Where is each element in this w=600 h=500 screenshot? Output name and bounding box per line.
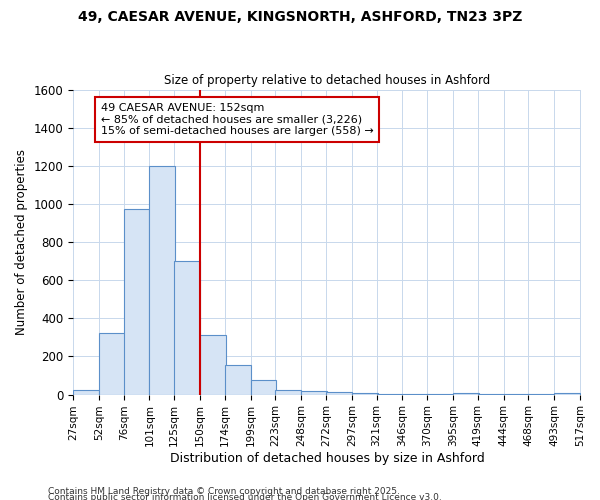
Text: Contains public sector information licensed under the Open Government Licence v3: Contains public sector information licen… bbox=[48, 493, 442, 500]
Bar bbox=[200, 336, 226, 394]
Bar bbox=[124, 208, 149, 394]
Text: 49, CAESAR AVENUE, KINGSNORTH, ASHFORD, TN23 3PZ: 49, CAESAR AVENUE, KINGSNORTH, ASHFORD, … bbox=[78, 10, 522, 24]
Title: Size of property relative to detached houses in Ashford: Size of property relative to detached ho… bbox=[164, 74, 490, 87]
Bar bbox=[275, 390, 301, 394]
Bar bbox=[149, 166, 175, 394]
Bar bbox=[73, 390, 99, 394]
X-axis label: Distribution of detached houses by size in Ashford: Distribution of detached houses by size … bbox=[170, 452, 484, 465]
Bar bbox=[554, 393, 580, 394]
Text: Contains HM Land Registry data © Crown copyright and database right 2025.: Contains HM Land Registry data © Crown c… bbox=[48, 487, 400, 496]
Bar bbox=[301, 391, 327, 394]
Text: 49 CAESAR AVENUE: 152sqm
← 85% of detached houses are smaller (3,226)
15% of sem: 49 CAESAR AVENUE: 152sqm ← 85% of detach… bbox=[101, 103, 374, 136]
Bar bbox=[352, 393, 377, 394]
Bar bbox=[326, 392, 352, 394]
Bar bbox=[251, 380, 277, 394]
Bar bbox=[99, 332, 125, 394]
Bar bbox=[225, 365, 251, 394]
Y-axis label: Number of detached properties: Number of detached properties bbox=[15, 149, 28, 335]
Bar bbox=[174, 261, 200, 394]
